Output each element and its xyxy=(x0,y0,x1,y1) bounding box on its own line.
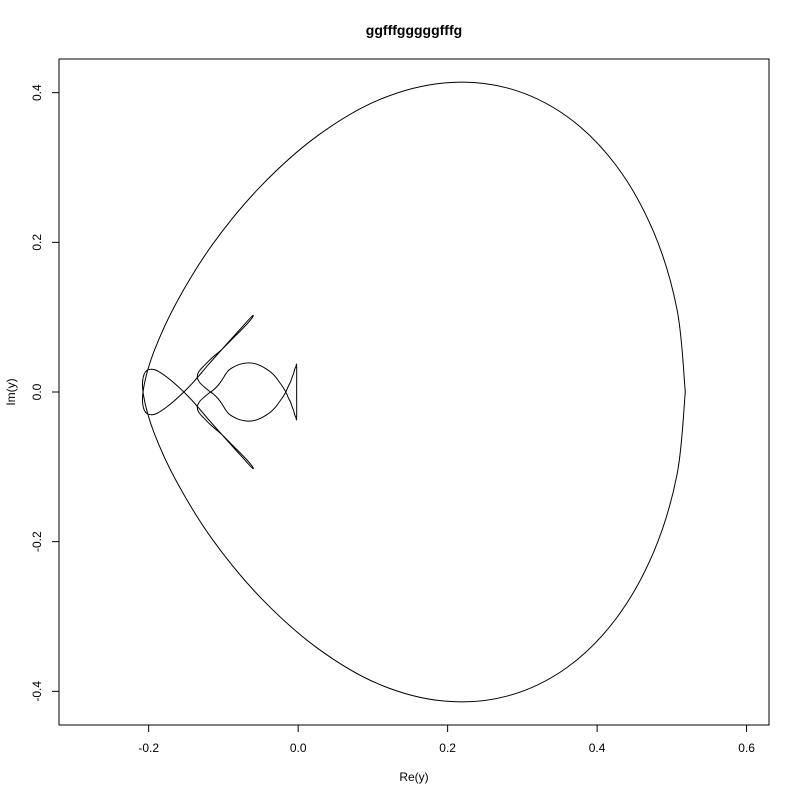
y-tick-label: -0.4 xyxy=(30,681,44,702)
x-tick-label: 0.2 xyxy=(439,741,456,755)
x-axis-label: Re(y) xyxy=(399,770,428,784)
x-tick-label: 0.0 xyxy=(290,741,307,755)
y-axis: -0.4 -0.2 0.0 0.2 0.4 xyxy=(30,84,60,702)
chart-title: ggfffgggggfffg xyxy=(366,22,462,38)
x-tick-label: 0.6 xyxy=(738,741,755,755)
curve-layer xyxy=(142,81,686,703)
x-tick-label: 0.4 xyxy=(589,741,606,755)
x-axis: -0.2 0.0 0.2 0.4 0.6 xyxy=(138,724,755,755)
y-tick-label: 0.0 xyxy=(30,383,44,400)
y-tick-label: 0.4 xyxy=(30,84,44,101)
x-tick-label: -0.2 xyxy=(138,741,159,755)
series-line xyxy=(142,81,686,703)
y-tick-label: 0.2 xyxy=(30,234,44,251)
y-axis-label: Im(y) xyxy=(4,378,18,405)
y-tick-label: -0.2 xyxy=(30,531,44,552)
